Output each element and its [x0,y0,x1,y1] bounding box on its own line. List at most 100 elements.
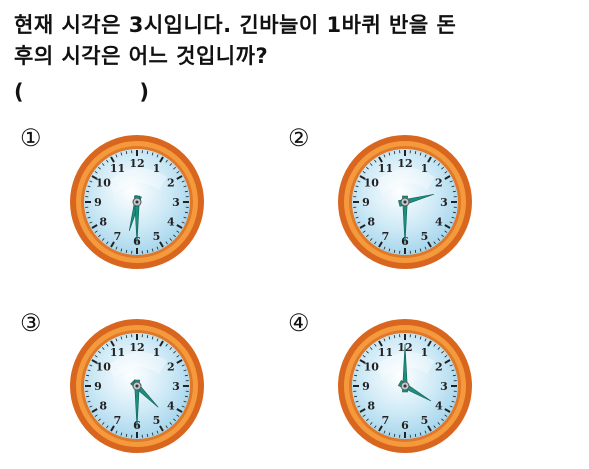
minute-tick [357,364,361,367]
minute-tick [437,163,441,166]
minute-tick [98,234,101,238]
minute-tick [437,422,441,425]
minute-tick [151,432,154,436]
answer-paren-open: ( [14,80,24,104]
minute-tick [424,246,427,250]
minute-hand [402,343,408,393]
minute-tick [173,350,176,354]
minute-tick [369,238,373,241]
minute-tick [115,338,118,342]
minute-tick [120,432,123,436]
hour-tick [444,408,451,413]
minute-tick [173,234,176,238]
clock-face-svg: 121234567891011 [338,319,472,453]
minute-tick [151,336,154,340]
clock-numeral-5: 5 [421,414,429,427]
option-3-number[interactable]: ③ [20,309,42,337]
answer-blank[interactable]: ( ) [14,80,149,104]
option-1-number[interactable]: ① [20,124,42,152]
minute-tick [125,335,128,339]
minute-tick [173,166,176,170]
minute-tick [441,418,444,422]
minute-tick [115,246,118,250]
minute-tick [169,163,173,166]
hour-tick [110,340,115,347]
minute-tick [374,159,377,163]
minute-tick [146,335,149,339]
hour-tick [176,359,183,364]
clock-numeral-1: 1 [153,346,161,359]
hour-tick [91,359,98,364]
minute-tick [98,350,101,354]
minute-tick [419,432,422,436]
minute-tick [449,405,453,408]
option-3-clock[interactable]: 121234567891011 [67,316,207,456]
minute-tick [388,432,391,436]
minute-tick [181,180,185,183]
minute-tick [437,238,441,241]
clock-numeral-2: 2 [435,177,443,190]
minute-tick [388,248,391,252]
hour-tick [378,340,383,347]
minute-tick [393,433,396,437]
minute-tick [86,190,90,193]
minute-tick [87,369,91,372]
hour-tick [176,224,183,229]
minute-tick [156,246,159,250]
minute-tick [184,211,188,214]
minute-tick [89,221,93,224]
minute-tick [86,395,90,398]
minute-tick [451,216,455,219]
minute-tick [165,343,168,347]
clock-numeral-2: 2 [435,361,443,374]
minute-tick [101,347,105,350]
question-line-1: 현재 시각은 3시입니다. 긴바늘이 1바퀴 반을 돈 [14,13,457,37]
minute-tick [125,151,128,155]
option-4-number[interactable]: ④ [288,309,310,337]
minute-tick [146,151,149,155]
hour-tick [359,359,366,364]
minute-tick [183,185,187,188]
minute-tick [120,152,123,156]
minute-tick [98,166,101,170]
minute-tick [355,369,359,372]
minute-tick [89,405,93,408]
clock-face-svg: 121234567891011 [338,135,472,269]
option-2-clock[interactable]: 121234567891011 [335,132,475,272]
minute-tick [444,171,448,174]
hour-tick [159,241,164,248]
minute-tick [106,241,109,245]
minute-tick [89,364,93,367]
minute-tick [419,336,422,340]
minute-tick [125,433,128,437]
minute-tick [362,355,366,358]
hour-tick [444,175,451,180]
hour-tick [359,408,366,413]
minute-tick [444,230,448,233]
minute-tick [176,171,180,174]
minute-tick [101,163,105,166]
option-2-number[interactable]: ② [288,124,310,152]
minute-tick [414,151,417,155]
minute-tick [120,336,123,340]
clock-numeral-5: 5 [153,414,161,427]
minute-tick [146,249,149,253]
minute-tick [173,418,176,422]
minute-tick [444,355,448,358]
option-1-clock[interactable]: 121234567891011 [67,132,207,272]
hour-tick [110,156,115,163]
minute-tick [106,159,109,163]
hour-tick [444,224,451,229]
clock-numeral-3: 3 [440,380,448,393]
minute-tick [169,347,173,350]
minute-tick [374,241,377,245]
minute-tick [374,343,377,347]
hour-tick [444,359,451,364]
minute-tick [106,425,109,429]
minute-tick [452,395,456,398]
clock-numeral-1: 1 [421,346,429,359]
clock-numeral-10: 10 [96,361,112,374]
option-4-clock[interactable]: 121234567891011 [335,316,475,456]
hour-tick [378,425,383,432]
minute-tick [169,422,173,425]
